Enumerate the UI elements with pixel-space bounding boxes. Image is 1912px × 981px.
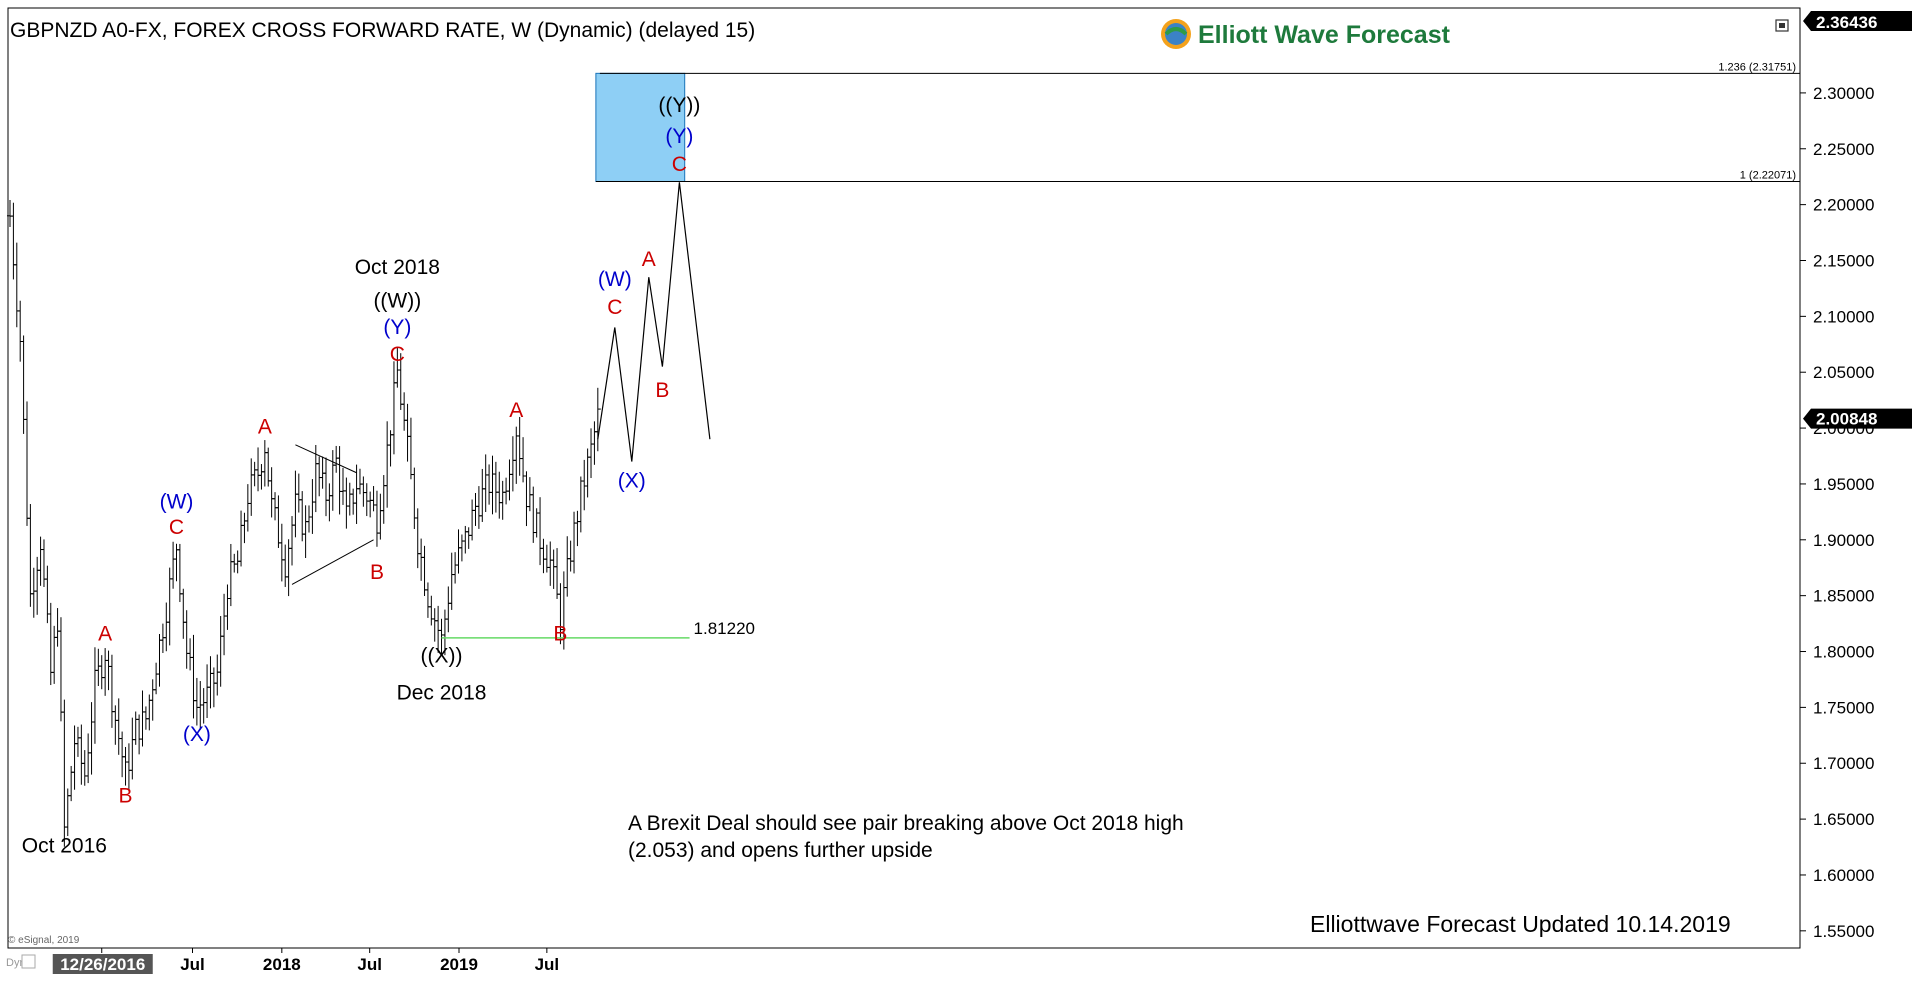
- wave-label: A: [509, 399, 523, 422]
- brand-logo: Elliott Wave Forecast: [1161, 19, 1451, 49]
- support-label: 1.81220: [694, 619, 755, 638]
- x-cursor-date-box: [52, 954, 153, 974]
- wave-label: (Y): [665, 125, 693, 148]
- x-tick-label: Jul: [180, 955, 205, 974]
- dyn-label: Dyn: [6, 957, 26, 969]
- plot-frame: [7, 7, 1801, 949]
- last-price-flag: 2.00848: [1803, 408, 1912, 429]
- note-line-2: (2.053) and opens further upside: [628, 839, 933, 862]
- wave-label: Oct 2018: [355, 256, 440, 279]
- time-axis: 12/26/2016 Jul 2018 Jul 2019 Jul: [52, 948, 560, 974]
- y-tick-label: 2.30000: [1813, 84, 1874, 103]
- y-tick-label: 1.70000: [1813, 754, 1874, 773]
- wave-label: ((Y)): [658, 94, 700, 117]
- y-tick-label: 2.15000: [1813, 251, 1874, 270]
- x-tick-label: 2019: [440, 955, 478, 974]
- y-tick-label: 1.55000: [1813, 922, 1874, 941]
- fib-1-label: 1 (2.22071): [1740, 169, 1796, 181]
- wave-label: C: [672, 153, 687, 176]
- y-tick-label: 2.20000: [1813, 196, 1874, 215]
- y-tick-label: 1.85000: [1813, 587, 1874, 606]
- wave-label: (X): [618, 469, 646, 492]
- wave-label: C: [390, 343, 405, 366]
- wave-label: B: [553, 622, 567, 645]
- y-tick-label: 1.60000: [1813, 866, 1874, 885]
- y-tick-label: 2.10000: [1813, 307, 1874, 326]
- x-tick-label: 2018: [263, 955, 301, 974]
- ohlc-bars: [7, 200, 601, 847]
- updated-stamp: Elliottwave Forecast Updated 10.14.2019: [1310, 911, 1731, 937]
- y-tick-label: 1.75000: [1813, 698, 1874, 717]
- y-tick-label: 2.05000: [1813, 363, 1874, 382]
- triangle-line: [291, 539, 374, 585]
- y-tick-label: 1.95000: [1813, 475, 1874, 494]
- wave-label: A: [258, 416, 272, 439]
- top-price-flag: 2.36436: [1803, 11, 1912, 32]
- x-tick-label: 12/26/2016: [60, 955, 145, 974]
- top-price-value: 2.36436: [1816, 13, 1877, 32]
- x-tick-label: Jul: [357, 955, 382, 974]
- wave-label: Oct 2016: [22, 835, 107, 858]
- y-tick-label: 2.25000: [1813, 140, 1874, 159]
- wave-label: B: [655, 379, 669, 402]
- y-tick-label: 1.65000: [1813, 810, 1874, 829]
- window-restore-icon[interactable]: [1775, 19, 1789, 32]
- wave-label: Dec 2018: [397, 682, 487, 705]
- target-zone-box: [595, 72, 686, 182]
- wave-label: A: [642, 248, 656, 271]
- wave-label: (W): [598, 268, 632, 291]
- wave-label: (Y): [383, 316, 411, 339]
- wave-label: A: [98, 622, 112, 645]
- projection-path: [597, 182, 711, 462]
- wave-label: B: [119, 784, 133, 807]
- overlay-layer: 1.236 (2.31751) 1 (2.22071) 1.81220: [291, 61, 1800, 639]
- dyn-toggle-icon[interactable]: [21, 954, 36, 969]
- x-tick-label: Jul: [535, 955, 560, 974]
- fib-1236-label: 1.236 (2.31751): [1718, 61, 1796, 73]
- wave-label: (W): [160, 491, 194, 514]
- logo-green-swoosh-icon: [1164, 27, 1188, 36]
- price-axis: 1.55000 1.60000 1.65000 1.70000 1.75000 1.800…: [1800, 84, 1874, 941]
- ohlc-bar: [594, 387, 601, 452]
- wave-label: C: [169, 516, 184, 539]
- copyright-text: © eSignal, 2019: [8, 935, 80, 946]
- chart-title: GBPNZD A0-FX, FOREX CROSS FORWARD RATE, …: [10, 19, 755, 42]
- last-price-value: 2.00848: [1816, 410, 1877, 429]
- wave-label: (X): [183, 723, 211, 746]
- y-tick-label: 1.80000: [1813, 643, 1874, 662]
- wave-label: ((X)): [421, 645, 463, 668]
- y-tick-label: 1.90000: [1813, 531, 1874, 550]
- brand-name: Elliott Wave Forecast: [1198, 21, 1451, 49]
- triangle-line: [295, 444, 357, 474]
- wave-label: C: [607, 296, 622, 319]
- wave-labels: ABC(W)(X)ABC(Y)((W))Oct 2018((X))Dec 201…: [22, 94, 701, 858]
- note-line-1: A Brexit Deal should see pair breaking a…: [628, 812, 1184, 835]
- wave-label: B: [370, 561, 384, 584]
- wave-label: ((W)): [373, 289, 421, 312]
